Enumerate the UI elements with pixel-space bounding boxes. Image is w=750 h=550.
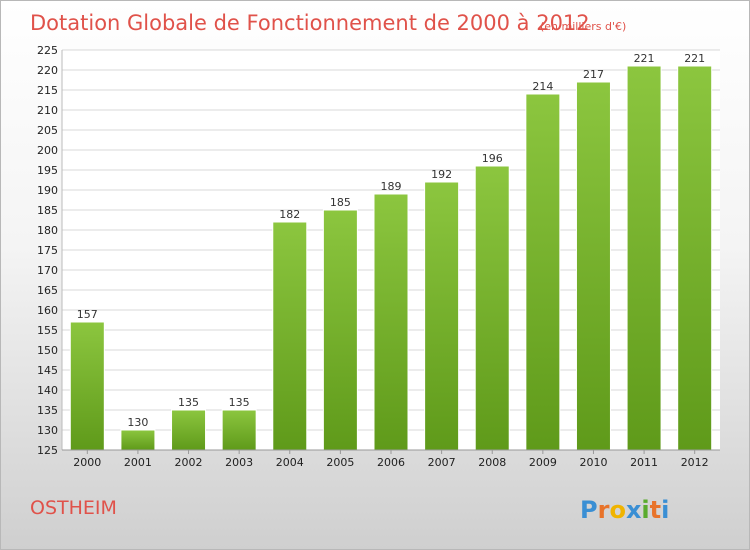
x-tick-label-2004: 2004 <box>276 456 304 469</box>
logo-letter: P <box>580 496 598 524</box>
bar-2011 <box>626 65 662 451</box>
y-axis-ticks: 125 130 135 140 145 150 155 160 165 170 175 180 185 1… <box>37 44 58 457</box>
data-label-2001: 130 <box>127 416 148 429</box>
data-label-2008: 196 <box>482 152 503 165</box>
data-label-2007: 192 <box>431 168 452 181</box>
data-label-2003: 135 <box>229 396 250 409</box>
data-label-2005: 185 <box>330 196 351 209</box>
bar-2009 <box>525 93 561 451</box>
y-tick-label: 200 <box>37 144 58 157</box>
y-tick-label: 210 <box>37 104 58 117</box>
y-tick-label: 185 <box>37 204 58 217</box>
chart-title: Dotation Globale de Fonctionnement de 20… <box>30 11 590 35</box>
y-tick-label: 175 <box>37 244 58 257</box>
x-tick-label-2005: 2005 <box>326 456 354 469</box>
x-tick-label-2003: 2003 <box>225 456 253 469</box>
y-tick-label: 225 <box>37 44 58 57</box>
bar-2007 <box>424 181 460 451</box>
data-label-2012: 221 <box>684 52 705 65</box>
bar-2002 <box>171 409 207 451</box>
bar-2000 <box>69 321 105 451</box>
y-tick-label: 160 <box>37 304 58 317</box>
logo-letter: o <box>609 496 626 524</box>
y-tick-label: 140 <box>37 384 58 397</box>
data-label-2000: 157 <box>77 308 98 321</box>
y-tick-label: 195 <box>37 164 58 177</box>
bar-2006 <box>373 193 409 451</box>
data-label-2010: 217 <box>583 68 604 81</box>
logo-letter: i <box>661 496 669 524</box>
x-tick-label-2009: 2009 <box>529 456 557 469</box>
logo-letter: i <box>641 496 649 524</box>
x-axis-ticks: 2000 2001 2002 2003 2004 2005 2006 2007 2008 2009… <box>62 449 720 469</box>
data-label-2011: 221 <box>634 52 655 65</box>
y-tick-label: 190 <box>37 184 58 197</box>
y-tick-label: 155 <box>37 324 58 337</box>
x-tick-label-2006: 2006 <box>377 456 405 469</box>
x-tick-label-2011: 2011 <box>630 456 658 469</box>
x-tick-label-2008: 2008 <box>478 456 506 469</box>
bar-2004 <box>272 221 308 451</box>
data-label-2002: 135 <box>178 396 199 409</box>
bar-2012 <box>677 65 713 451</box>
x-tick-label-2001: 2001 <box>124 456 152 469</box>
y-tick-label: 220 <box>37 64 58 77</box>
chart-subtitle: (en milliers d'€) <box>540 20 626 33</box>
bars <box>69 65 713 451</box>
y-tick-label: 145 <box>37 364 58 377</box>
data-label-2009: 214 <box>532 80 553 93</box>
y-tick-label: 125 <box>37 444 58 457</box>
bar-2003 <box>221 409 257 451</box>
logo-letter: x <box>626 496 642 524</box>
y-tick-label: 135 <box>37 404 58 417</box>
data-labels: 157 130 135 135 182 185 189 192 196 214 217 221 221 <box>77 52 705 429</box>
bar-2010 <box>575 81 611 451</box>
bar-2001 <box>120 429 156 451</box>
y-tick-label: 165 <box>37 284 58 297</box>
x-tick-label-2010: 2010 <box>579 456 607 469</box>
x-tick-label-2000: 2000 <box>73 456 101 469</box>
data-label-2004: 182 <box>279 208 300 221</box>
logo-letter: t <box>650 496 661 524</box>
x-tick-label-2007: 2007 <box>428 456 456 469</box>
x-tick-label-2002: 2002 <box>175 456 203 469</box>
proxiti-logo: Proxiti <box>580 496 669 524</box>
bar-2008 <box>474 165 510 451</box>
y-tick-label: 205 <box>37 124 58 137</box>
y-tick-label: 130 <box>37 424 58 437</box>
logo-letter: r <box>598 496 610 524</box>
y-tick-label: 170 <box>37 264 58 277</box>
bar-2005 <box>322 209 358 451</box>
y-tick-label: 215 <box>37 84 58 97</box>
data-label-2006: 189 <box>381 180 402 193</box>
y-tick-label: 180 <box>37 224 58 237</box>
y-tick-label: 150 <box>37 344 58 357</box>
commune-name: OSTHEIM <box>30 497 117 519</box>
x-tick-label-2012: 2012 <box>681 456 709 469</box>
